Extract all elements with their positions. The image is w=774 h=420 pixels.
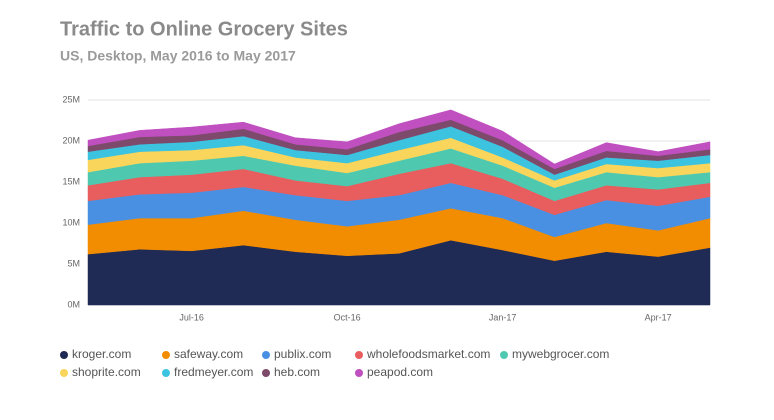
- legend-label: safeway.com: [174, 347, 243, 361]
- legend-label: mywebgrocer.com: [512, 347, 609, 361]
- y-tick-label: 10M: [62, 217, 80, 227]
- legend-marker: [162, 369, 170, 377]
- legend-label: peapod.com: [367, 365, 433, 379]
- legend-marker: [60, 369, 68, 377]
- legend-marker: [355, 351, 363, 359]
- legend-label: kroger.com: [72, 347, 131, 361]
- legend-marker: [60, 351, 68, 359]
- legend-label: wholefoodsmarket.com: [366, 347, 490, 361]
- legend-marker: [262, 369, 270, 377]
- legend-marker: [262, 351, 270, 359]
- x-tick-label: Apr-17: [645, 312, 672, 322]
- area: [87, 109, 711, 170]
- chart-subtitle: US, Desktop, May 2016 to May 2017: [60, 48, 296, 64]
- chart-title: Traffic to Online Grocery Sites: [60, 18, 348, 40]
- x-tick-label: Oct-16: [334, 312, 361, 322]
- legend-label: heb.com: [274, 365, 320, 379]
- y-tick-label: 20M: [62, 135, 80, 145]
- y-tick-label: 25M: [62, 94, 80, 104]
- legend-label: fredmeyer.com: [174, 365, 253, 379]
- legend-label: publix.com: [274, 347, 331, 361]
- y-tick-label: 5M: [67, 258, 80, 268]
- x-tick-label: Jan-17: [489, 312, 517, 322]
- x-tick-label: Jul-16: [179, 312, 204, 322]
- y-tick-label: 15M: [62, 176, 80, 186]
- legend-marker: [500, 351, 508, 359]
- legend-label: shoprite.com: [72, 365, 141, 379]
- legend-marker: [162, 351, 170, 359]
- legend-marker: [355, 369, 363, 377]
- y-tick-label: 0M: [67, 299, 80, 309]
